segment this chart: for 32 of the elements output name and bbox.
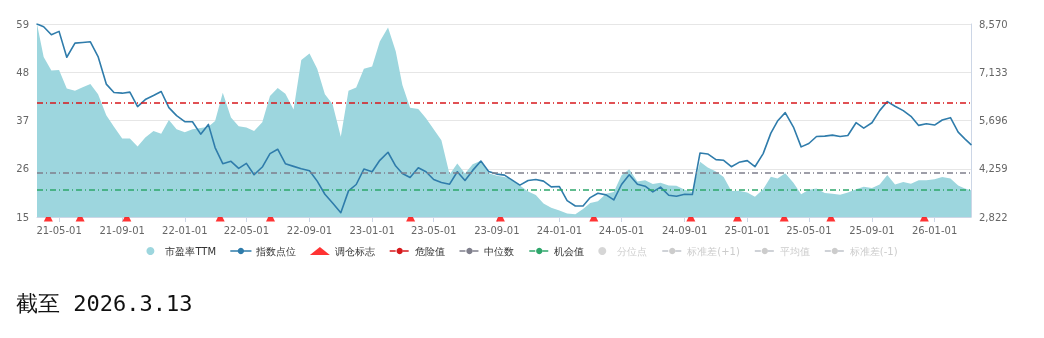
legend-label: 指数点位 xyxy=(254,245,296,257)
y2-tick-label: 4,259 xyxy=(979,163,1008,175)
y-tick-label: 37 xyxy=(16,115,29,126)
legend-label: 机会值 xyxy=(554,245,585,257)
x-tick-label: 23-05-01 xyxy=(411,224,457,236)
x-tick-label: 25-05-01 xyxy=(786,224,832,236)
y-tick-label: 15 xyxy=(16,211,29,223)
x-tick-label: 21-09-01 xyxy=(99,224,145,236)
legend-label: 市盈率TTM xyxy=(165,245,217,257)
x-tick-label: 23-09-01 xyxy=(474,224,520,236)
y-tick-label: 59 xyxy=(16,18,29,30)
x-tick-label: 22-09-01 xyxy=(286,224,333,236)
x-tick-label: 22-05-01 xyxy=(223,224,270,236)
x-tick-label: 26-01-01 xyxy=(911,224,958,236)
x-tick-label: 23-01-01 xyxy=(349,224,395,236)
x-tick-label: 24-05-01 xyxy=(598,224,645,236)
legend-label: 危险值 xyxy=(414,245,445,257)
x-tick-label: 24-01-01 xyxy=(536,224,583,236)
legend-label: 调仓标志 xyxy=(334,245,375,257)
x-tick-label: 22-01-01 xyxy=(162,224,208,236)
legend-label: 中位数 xyxy=(484,245,515,257)
text: 截至 2026.3.13 xyxy=(16,290,193,316)
y-tick-label: 48 xyxy=(16,66,29,78)
y2-tick-label: 8,570 xyxy=(979,18,1008,30)
x-tick-label: 25-09-01 xyxy=(849,224,895,236)
x-tick-label: 25-01-01 xyxy=(724,224,770,236)
x-tick-label: 21-05-01 xyxy=(36,224,82,236)
y2-tick-label: 5,696 xyxy=(979,115,1008,126)
y2-tick-label: 7,133 xyxy=(979,66,1008,78)
y2-tick-label: 2,822 xyxy=(979,211,1008,223)
y-tick-label: 26 xyxy=(16,163,29,175)
x-tick-label: 24-09-01 xyxy=(661,224,708,236)
